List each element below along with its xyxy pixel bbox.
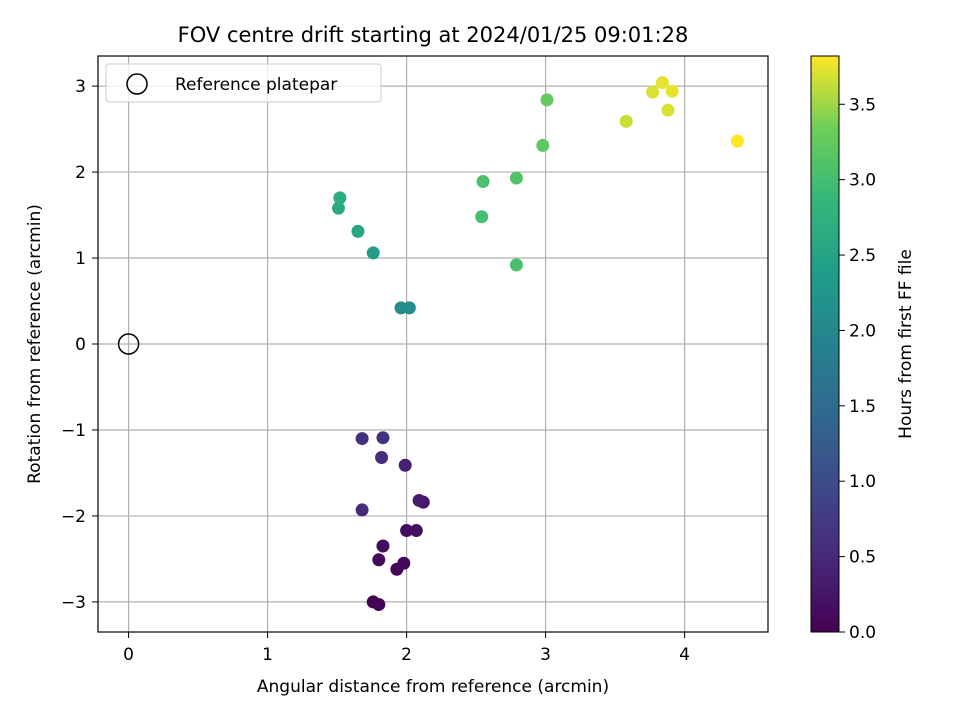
data-point [397,556,411,570]
y-tick-label: 1 [75,249,86,269]
data-point [372,553,386,567]
y-tick-label: 0 [75,335,86,355]
colorbar-tick-label: 1.0 [849,472,876,492]
x-tick-label: 1 [262,645,273,665]
x-tick-label: 3 [540,645,551,665]
data-points [331,76,744,611]
y-axis-label: Rotation from reference (arcmin) [25,204,45,484]
data-point [355,432,369,446]
data-point [412,493,426,507]
x-tick-label: 0 [123,645,134,665]
y-tick-label: 2 [75,163,86,183]
data-point [540,93,554,107]
data-point [400,524,414,538]
legend-box [105,63,382,103]
x-axis-label: Angular distance from reference (arcmin) [257,677,609,697]
colorbar-tick-label: 1.5 [849,397,876,417]
data-point [509,258,523,272]
data-point [375,450,389,464]
data-point [665,84,679,98]
colorbar-label: Hours from first FF file [896,249,916,439]
colorbar-tick-label: 0.0 [849,623,876,643]
data-point [619,114,633,128]
colorbar-tick-label: 2.5 [849,246,876,266]
data-point [372,597,386,611]
grid-lines [98,56,768,632]
reference-marker [117,333,140,355]
y-tick-label: −1 [61,421,86,441]
y-tick-label: 3 [75,77,86,97]
data-point [351,224,365,238]
data-point [475,210,489,224]
colorbar-tick-label: 2.0 [849,321,876,341]
data-point [409,524,423,538]
legend: Reference platepar [105,63,382,103]
colorbar-tick-label: 3.5 [849,95,876,115]
chart-title: FOV centre drift starting at 2024/01/25 … [178,23,689,47]
data-point [398,458,412,472]
y-tick-label: −3 [61,593,86,613]
legend-entry-reference: Reference platepar [175,75,337,95]
colorbar [810,55,840,633]
data-point [536,138,550,152]
data-point [655,76,669,90]
colorbar-ticks: 0.0 0.5 1.0 1.5 2.0 2.5 3.0 3.5 [839,95,876,643]
y-axis-ticks: −3 −2 −1 0 1 2 3 [61,77,98,613]
data-point [730,134,744,148]
data-point [355,503,369,517]
data-point [661,103,675,117]
data-point [476,175,490,189]
x-axis-ticks: 0 1 2 3 4 [123,632,690,665]
x-tick-label: 2 [401,645,412,665]
data-point [376,539,390,553]
data-point [366,246,380,260]
y-tick-label: −2 [61,507,86,527]
colorbar-tick-label: 0.5 [849,548,876,568]
data-point [402,301,416,315]
colorbar-tick-label: 3.0 [849,171,876,191]
data-point [331,201,345,215]
data-point [646,85,660,99]
data-point [333,191,347,205]
x-tick-label: 4 [679,645,690,665]
legend-marker [126,73,148,95]
data-point [376,431,390,445]
data-point [509,171,523,185]
